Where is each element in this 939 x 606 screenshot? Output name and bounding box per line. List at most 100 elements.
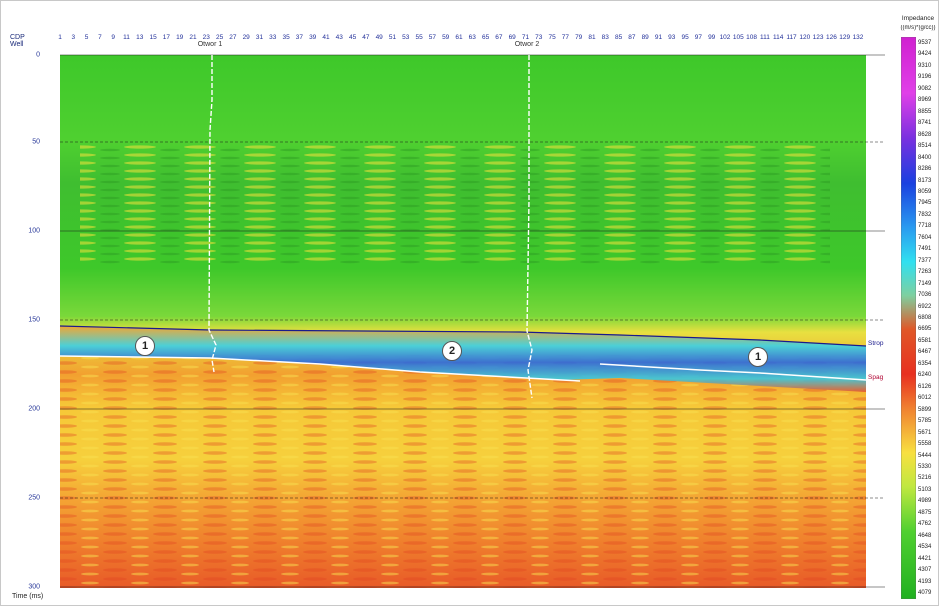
cdp-tick: 120	[799, 34, 811, 41]
lower-reflector-texture	[60, 355, 866, 588]
cdp-tick: 105	[732, 34, 744, 41]
colorbar-tick-label: 7718	[918, 223, 932, 230]
cdp-tick: 129	[839, 34, 851, 41]
time-axis-label: Time (ms)	[12, 593, 44, 600]
cdp-tick: 7	[98, 34, 102, 41]
well-tag-otwor-1[interactable]: Otwor 1	[197, 41, 223, 48]
time-tick-250: 250	[28, 494, 40, 502]
time-tick-0: 0	[36, 51, 40, 59]
cdp-tick: 93	[668, 34, 676, 41]
cdp-tick: 17	[162, 34, 171, 41]
colorbar-tick-label: 8059	[918, 188, 932, 195]
time-grid	[60, 54, 885, 588]
colorbar-tick-label: 6808	[918, 315, 932, 321]
colorbar-tick-label: 4534	[918, 544, 932, 551]
cdp-tick: 49	[375, 34, 383, 41]
cdp-tick: 21	[189, 34, 197, 41]
cdp-tick: 33	[269, 34, 277, 41]
colorbar-tick-label: 6354	[918, 360, 932, 367]
time-tick-50: 50	[32, 138, 40, 146]
cdp-tick: 59	[442, 34, 450, 41]
colorbar-tick-label: 8514	[918, 143, 932, 150]
well-track-otwor-2[interactable]	[526, 55, 533, 399]
cdp-tick: 65	[481, 34, 490, 41]
colorbar-tick-label: 6467	[918, 349, 932, 356]
cdp-tick: 41	[322, 34, 330, 41]
colorbar-tick-label: 4193	[918, 578, 932, 585]
cdp-tick: 83	[601, 34, 609, 41]
colorbar-tick-label: 6240	[918, 372, 932, 379]
cdp-tick: 89	[641, 34, 649, 41]
horizon-strop-line[interactable]	[59, 325, 867, 347]
cdp-tick: 1	[58, 34, 62, 41]
colorbar-tick-label: 6012	[918, 395, 932, 402]
colorbar-tick-label: 7263	[918, 269, 932, 276]
cdp-tick: 19	[176, 34, 184, 41]
zone-label-1-left: 1	[135, 336, 155, 356]
well-axis-label: Well	[10, 41, 24, 48]
cdp-axis-ticks: 1 3 5 7 9 11 13 15 17 19 21 23 25 27 29 31 33 35 37 39 41 43 4…	[0, 34, 880, 44]
colorbar-tick-label: 9196	[918, 74, 932, 81]
colorbar-tick-label: 4875	[918, 509, 932, 516]
cdp-tick: 102	[719, 34, 731, 41]
colorbar-tick-label: 7945	[918, 200, 932, 207]
colorbar-tick-label: 7604	[918, 234, 932, 241]
cdp-tick: 108	[746, 34, 758, 41]
cdp-tick: 47	[362, 34, 370, 41]
cdp-tick: 5	[84, 34, 89, 41]
cdp-tick: 67	[495, 34, 503, 41]
horizon-spag-line[interactable]	[59, 355, 867, 382]
colorbar-tick-label: 4648	[918, 532, 932, 539]
cdp-tick: 29	[242, 34, 250, 41]
colorbar-title: Impedance	[901, 15, 935, 22]
colorbar-tick-label: 8969	[918, 97, 932, 104]
colorbar-tick-label: 7149	[918, 280, 932, 287]
colorbar-tick-label: 7036	[918, 292, 932, 299]
cdp-tick: 27	[229, 34, 237, 41]
colorbar-tick-label: 8400	[918, 154, 932, 161]
colorbar-tick-label: 5330	[918, 463, 932, 470]
time-tick-300: 300	[28, 583, 40, 591]
cdp-tick: 91	[654, 34, 663, 41]
colorbar-tick-label: 7491	[918, 246, 932, 253]
cdp-tick: 3	[71, 34, 76, 41]
colorbar-tick-label: 5103	[918, 486, 932, 493]
colorbar-tick-label: 4762	[918, 521, 932, 528]
cdp-tick: 71	[521, 34, 530, 41]
colorbar-tick-label: 8741	[918, 120, 932, 127]
colorbar-tick-label: 7832	[918, 211, 932, 218]
cdp-tick: 25	[215, 34, 224, 41]
colorbar-tick-label: 8628	[918, 131, 932, 138]
cdp-tick: 95	[681, 34, 689, 41]
cdp-tick: 37	[295, 34, 304, 41]
cdp-tick: 11	[123, 34, 130, 41]
zone-label-1-right: 1	[748, 347, 768, 367]
horizon-label-strop: Strop	[868, 340, 884, 347]
cdp-tick: 15	[149, 34, 157, 41]
cdp-tick: 87	[628, 34, 636, 41]
cdp-tick: 77	[561, 34, 570, 41]
cdp-tick: 85	[614, 34, 623, 41]
cdp-tick: 69	[508, 34, 516, 41]
colorbar-tick-label: 8173	[918, 177, 932, 184]
cdp-tick: 45	[348, 34, 357, 41]
colorbar-tick-label: 9424	[918, 51, 932, 58]
cdp-tick: 55	[415, 34, 423, 41]
colorbar-tick-label: 5216	[918, 475, 932, 482]
colorbar-tick-label: 9310	[918, 62, 932, 69]
colorbar-tick-label: 5558	[918, 441, 932, 448]
well-track-otwor-1[interactable]	[208, 55, 217, 373]
colorbar-tick-label: 4989	[918, 498, 932, 505]
cdp-tick: 117	[786, 34, 797, 41]
cdp-tick: 123	[812, 34, 824, 41]
cdp-tick: 97	[694, 34, 703, 41]
colorbar-tick-label: 7377	[918, 257, 932, 264]
cdp-tick: 73	[535, 34, 543, 41]
cdp-tick: 81	[588, 34, 596, 41]
well-tag-otwor-2[interactable]: Otwor 2	[514, 41, 540, 48]
colorbar-tick-label: 5444	[918, 452, 932, 459]
colorbar-tick-label: 4307	[918, 567, 932, 574]
cdp-tick: 126	[825, 34, 837, 41]
cdp-tick: 39	[309, 34, 317, 41]
